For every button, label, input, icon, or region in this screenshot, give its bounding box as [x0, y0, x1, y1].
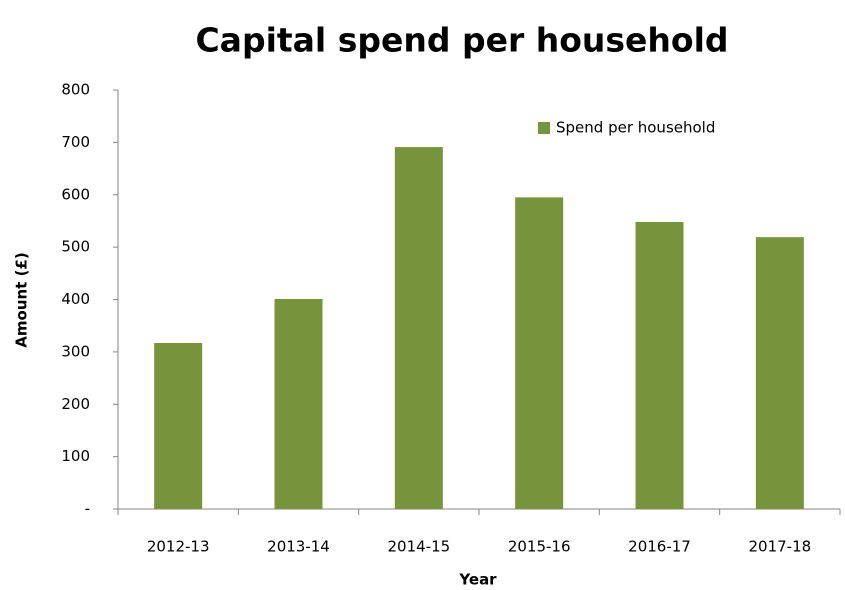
y-tick-label: 800 — [61, 81, 90, 99]
x-tick-label: 2014-15 — [387, 538, 450, 556]
x-tick-label: 2017-18 — [748, 538, 811, 556]
bar — [274, 298, 323, 509]
chart-title: Capital spend per household — [195, 21, 728, 60]
x-tick-label: 2015-16 — [508, 538, 571, 556]
x-tick-label: 2013-14 — [267, 538, 330, 556]
y-tick-label: 500 — [61, 238, 90, 256]
x-tick-label: 2016-17 — [628, 538, 691, 556]
y-tick-label: 400 — [61, 290, 90, 308]
y-tick-label: 700 — [61, 133, 90, 151]
bar — [394, 147, 443, 509]
legend-label: Spend per household — [556, 119, 715, 137]
bar — [755, 237, 804, 509]
y-axis-label: Amount (£) — [13, 252, 31, 347]
x-axis-label: Year — [458, 571, 497, 589]
bar — [154, 342, 203, 509]
y-tick-label: 100 — [61, 447, 90, 465]
bar — [515, 197, 564, 509]
y-tick-label: - — [85, 500, 90, 518]
y-tick-label: 200 — [61, 395, 90, 413]
x-tick-label: 2012-13 — [147, 538, 210, 556]
bar — [635, 221, 684, 510]
y-tick-label: 600 — [61, 185, 90, 203]
legend-swatch — [538, 122, 550, 134]
y-tick-label: 300 — [61, 342, 90, 360]
